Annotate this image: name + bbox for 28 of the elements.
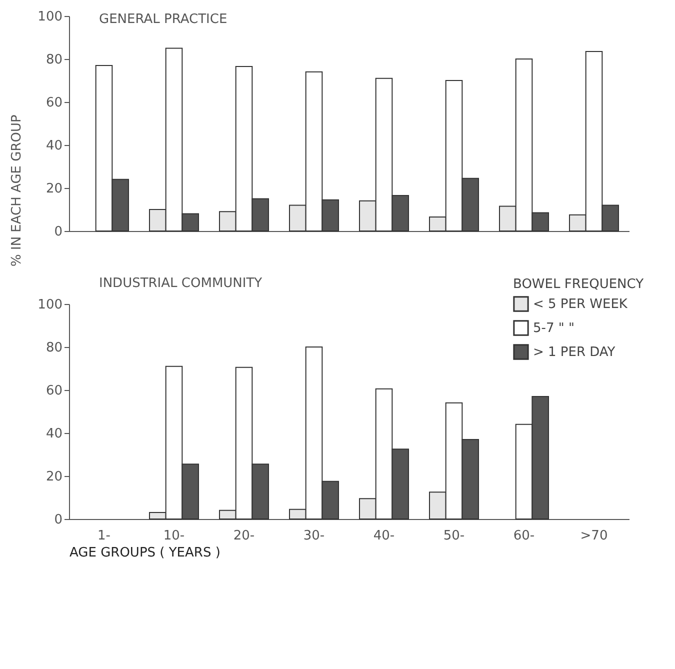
y-tick-label: 40 [46, 426, 62, 442]
x-tick-label: 10- [163, 528, 185, 544]
y-tick-label: 0 [54, 512, 62, 528]
chart-title: GENERAL PRACTICE [99, 12, 228, 27]
x-tick-label: 60- [513, 528, 535, 544]
y-tick-label: 20 [46, 470, 62, 484]
x-tick-label: 1- [98, 528, 111, 544]
y-tick-label: 80 [46, 340, 62, 356]
y-tick-label: 80 [46, 52, 62, 68]
y-tick-label: 100 [38, 298, 62, 312]
x-tick-label: 30- [303, 528, 325, 544]
y-tick-label: 60 [46, 96, 62, 110]
x-tick-label: 50- [443, 528, 465, 544]
legend-title: BOWEL FREQUENCY [513, 277, 644, 292]
legend-label: 5-7 " " [533, 321, 574, 336]
y-tick-label: 0 [54, 224, 62, 240]
y-tick-label: 100 [38, 10, 62, 24]
x-tick-label: 40- [373, 528, 395, 544]
x-tick-label: >70 [580, 528, 608, 544]
chart-title: INDUSTRIAL COMMUNITY [99, 276, 262, 291]
legend-label: < 5 PER WEEK [533, 297, 628, 312]
y-axis-title: % IN EACH AGE GROUP [10, 114, 25, 266]
y-tick-label: 40 [46, 138, 62, 154]
x-axis-title: AGE GROUPS ( YEARS ) [70, 546, 220, 560]
legend-label: > 1 PER DAY [533, 345, 616, 360]
y-tick-label: 20 [46, 182, 62, 196]
y-tick-label: 60 [46, 384, 62, 398]
x-tick-label: 20- [233, 528, 255, 544]
